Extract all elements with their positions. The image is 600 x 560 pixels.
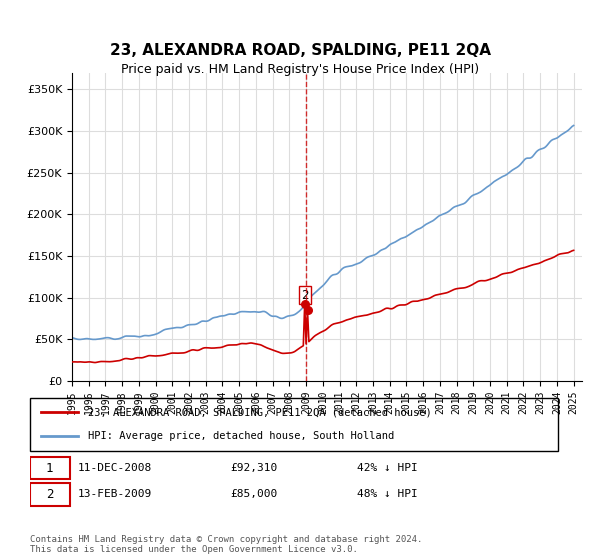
Text: 42% ↓ HPI: 42% ↓ HPI bbox=[358, 463, 418, 473]
Text: 23, ALEXANDRA ROAD, SPALDING, PE11 2QA (detached house): 23, ALEXANDRA ROAD, SPALDING, PE11 2QA (… bbox=[88, 408, 432, 418]
FancyBboxPatch shape bbox=[30, 483, 70, 506]
Point bbox=[301, 300, 310, 309]
Text: 2: 2 bbox=[46, 488, 53, 501]
Text: 11-DEC-2008: 11-DEC-2008 bbox=[77, 463, 152, 473]
FancyBboxPatch shape bbox=[30, 457, 70, 479]
Text: HPI: Average price, detached house, South Holland: HPI: Average price, detached house, Sout… bbox=[88, 431, 394, 441]
Text: 1: 1 bbox=[46, 461, 53, 475]
Text: 2: 2 bbox=[301, 288, 308, 301]
Text: Contains HM Land Registry data © Crown copyright and database right 2024.
This d: Contains HM Land Registry data © Crown c… bbox=[30, 535, 422, 554]
Text: £85,000: £85,000 bbox=[230, 489, 278, 500]
Text: Price paid vs. HM Land Registry's House Price Index (HPI): Price paid vs. HM Land Registry's House … bbox=[121, 63, 479, 77]
Text: 23, ALEXANDRA ROAD, SPALDING, PE11 2QA: 23, ALEXANDRA ROAD, SPALDING, PE11 2QA bbox=[110, 43, 491, 58]
Text: 48% ↓ HPI: 48% ↓ HPI bbox=[358, 489, 418, 500]
Text: 13-FEB-2009: 13-FEB-2009 bbox=[77, 489, 152, 500]
Point bbox=[304, 306, 313, 315]
Text: £92,310: £92,310 bbox=[230, 463, 278, 473]
